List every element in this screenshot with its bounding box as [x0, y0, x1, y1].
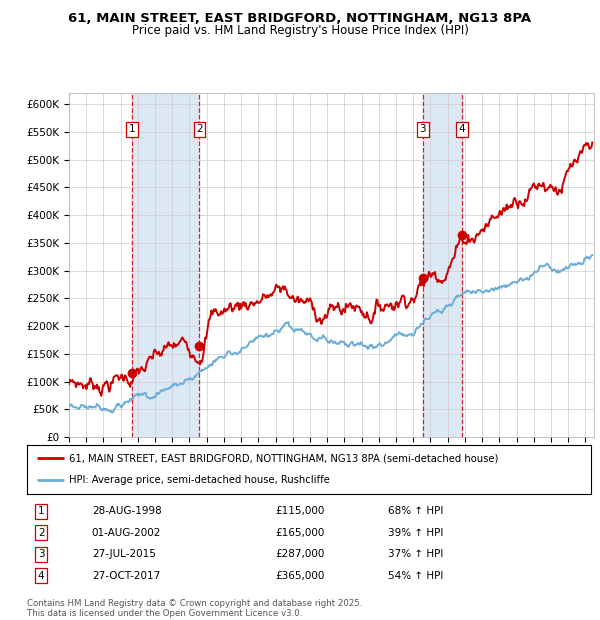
Text: 3: 3 — [38, 549, 44, 559]
Text: 39% ↑ HPI: 39% ↑ HPI — [388, 528, 443, 538]
Text: 2: 2 — [38, 528, 44, 538]
Text: 01-AUG-2002: 01-AUG-2002 — [92, 528, 161, 538]
Text: HPI: Average price, semi-detached house, Rushcliffe: HPI: Average price, semi-detached house,… — [70, 476, 330, 485]
Text: Price paid vs. HM Land Registry's House Price Index (HPI): Price paid vs. HM Land Registry's House … — [131, 24, 469, 37]
Text: 1: 1 — [128, 124, 135, 134]
Text: 27-JUL-2015: 27-JUL-2015 — [92, 549, 156, 559]
Bar — [423, 93, 462, 437]
Text: 1: 1 — [38, 506, 44, 516]
Text: 68% ↑ HPI: 68% ↑ HPI — [388, 506, 443, 516]
Text: 61, MAIN STREET, EAST BRIDGFORD, NOTTINGHAM, NG13 8PA (semi-detached house): 61, MAIN STREET, EAST BRIDGFORD, NOTTING… — [70, 453, 499, 463]
Text: £365,000: £365,000 — [275, 571, 325, 581]
Text: Contains HM Land Registry data © Crown copyright and database right 2025.
This d: Contains HM Land Registry data © Crown c… — [27, 599, 362, 618]
Text: 4: 4 — [38, 571, 44, 581]
Text: £165,000: £165,000 — [275, 528, 325, 538]
Text: 4: 4 — [458, 124, 465, 134]
Text: 28-AUG-1998: 28-AUG-1998 — [92, 506, 161, 516]
Text: 3: 3 — [419, 124, 426, 134]
Text: £287,000: £287,000 — [275, 549, 325, 559]
Text: 37% ↑ HPI: 37% ↑ HPI — [388, 549, 443, 559]
Text: 54% ↑ HPI: 54% ↑ HPI — [388, 571, 443, 581]
Text: 61, MAIN STREET, EAST BRIDGFORD, NOTTINGHAM, NG13 8PA: 61, MAIN STREET, EAST BRIDGFORD, NOTTING… — [68, 12, 532, 25]
Bar — [132, 93, 199, 437]
Text: 27-OCT-2017: 27-OCT-2017 — [92, 571, 160, 581]
Text: £115,000: £115,000 — [275, 506, 325, 516]
Text: 2: 2 — [196, 124, 203, 134]
